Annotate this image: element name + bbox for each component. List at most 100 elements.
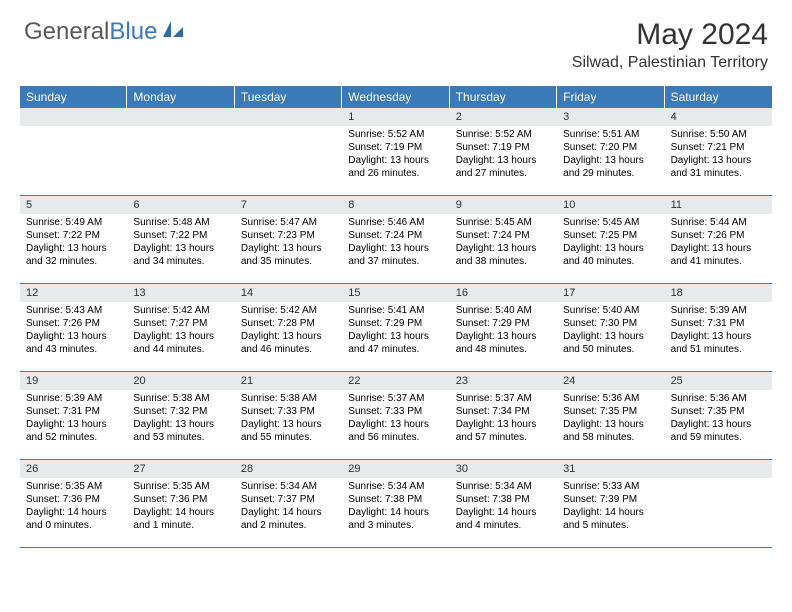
sunset-line: Sunset: 7:38 PM (348, 493, 445, 506)
calendar-cell: 8Sunrise: 5:46 AMSunset: 7:24 PMDaylight… (342, 196, 449, 284)
calendar-cell: 18Sunrise: 5:39 AMSunset: 7:31 PMDayligh… (665, 284, 772, 372)
day-number: 9 (450, 196, 557, 214)
day-content: Sunrise: 5:39 AMSunset: 7:31 PMDaylight:… (665, 302, 772, 360)
day-content: Sunrise: 5:52 AMSunset: 7:19 PMDaylight:… (450, 126, 557, 184)
logo-sail-icon (161, 18, 185, 46)
sunset-line: Sunset: 7:25 PM (563, 229, 660, 242)
day-number: 16 (450, 284, 557, 302)
day-content: Sunrise: 5:48 AMSunset: 7:22 PMDaylight:… (127, 214, 234, 272)
day-number: 20 (127, 372, 234, 390)
calendar-cell: 14Sunrise: 5:42 AMSunset: 7:28 PMDayligh… (235, 284, 342, 372)
sunset-line: Sunset: 7:36 PM (133, 493, 230, 506)
sunset-line: Sunset: 7:26 PM (671, 229, 768, 242)
sunset-line: Sunset: 7:31 PM (671, 317, 768, 330)
calendar-cell: 23Sunrise: 5:37 AMSunset: 7:34 PMDayligh… (450, 372, 557, 460)
day-content: Sunrise: 5:50 AMSunset: 7:21 PMDaylight:… (665, 126, 772, 184)
calendar-cell: 4Sunrise: 5:50 AMSunset: 7:21 PMDaylight… (665, 108, 772, 196)
calendar-cell: 9Sunrise: 5:45 AMSunset: 7:24 PMDaylight… (450, 196, 557, 284)
day-content: Sunrise: 5:49 AMSunset: 7:22 PMDaylight:… (20, 214, 127, 272)
sunrise-line: Sunrise: 5:40 AM (563, 304, 660, 317)
calendar-body: 1Sunrise: 5:52 AMSunset: 7:19 PMDaylight… (20, 108, 772, 548)
sunset-line: Sunset: 7:31 PM (26, 405, 123, 418)
day-content (235, 126, 342, 132)
calendar-cell: 11Sunrise: 5:44 AMSunset: 7:26 PMDayligh… (665, 196, 772, 284)
day-content: Sunrise: 5:52 AMSunset: 7:19 PMDaylight:… (342, 126, 449, 184)
daylight-line: Daylight: 13 hours and 37 minutes. (348, 242, 445, 268)
day-number: 24 (557, 372, 664, 390)
daylight-line: Daylight: 13 hours and 41 minutes. (671, 242, 768, 268)
sunset-line: Sunset: 7:35 PM (563, 405, 660, 418)
day-number: 8 (342, 196, 449, 214)
calendar-cell: 21Sunrise: 5:38 AMSunset: 7:33 PMDayligh… (235, 372, 342, 460)
day-number: 26 (20, 460, 127, 478)
sunrise-line: Sunrise: 5:40 AM (456, 304, 553, 317)
day-number: 13 (127, 284, 234, 302)
day-number: 28 (235, 460, 342, 478)
weekday-header: Thursday (450, 86, 557, 108)
sunset-line: Sunset: 7:35 PM (671, 405, 768, 418)
day-number: 15 (342, 284, 449, 302)
day-content: Sunrise: 5:41 AMSunset: 7:29 PMDaylight:… (342, 302, 449, 360)
daylight-line: Daylight: 13 hours and 50 minutes. (563, 330, 660, 356)
sunset-line: Sunset: 7:19 PM (348, 141, 445, 154)
day-content: Sunrise: 5:38 AMSunset: 7:33 PMDaylight:… (235, 390, 342, 448)
logo: GeneralBlue (24, 18, 185, 46)
sunset-line: Sunset: 7:22 PM (133, 229, 230, 242)
calendar-cell: 7Sunrise: 5:47 AMSunset: 7:23 PMDaylight… (235, 196, 342, 284)
sunrise-line: Sunrise: 5:41 AM (348, 304, 445, 317)
daylight-line: Daylight: 13 hours and 53 minutes. (133, 418, 230, 444)
sunset-line: Sunset: 7:33 PM (241, 405, 338, 418)
day-content (127, 126, 234, 132)
day-number: 10 (557, 196, 664, 214)
day-number (127, 108, 234, 126)
daylight-line: Daylight: 13 hours and 32 minutes. (26, 242, 123, 268)
daylight-line: Daylight: 13 hours and 26 minutes. (348, 154, 445, 180)
daylight-line: Daylight: 13 hours and 38 minutes. (456, 242, 553, 268)
weekday-header: Friday (557, 86, 664, 108)
sunrise-line: Sunrise: 5:45 AM (456, 216, 553, 229)
sunrise-line: Sunrise: 5:37 AM (348, 392, 445, 405)
sunrise-line: Sunrise: 5:38 AM (241, 392, 338, 405)
sunset-line: Sunset: 7:32 PM (133, 405, 230, 418)
weekday-header: Monday (127, 86, 234, 108)
calendar-cell: 17Sunrise: 5:40 AMSunset: 7:30 PMDayligh… (557, 284, 664, 372)
sunset-line: Sunset: 7:26 PM (26, 317, 123, 330)
daylight-line: Daylight: 13 hours and 52 minutes. (26, 418, 123, 444)
sunrise-line: Sunrise: 5:33 AM (563, 480, 660, 493)
sunrise-line: Sunrise: 5:34 AM (456, 480, 553, 493)
day-content: Sunrise: 5:35 AMSunset: 7:36 PMDaylight:… (127, 478, 234, 536)
calendar-cell: 31Sunrise: 5:33 AMSunset: 7:39 PMDayligh… (557, 460, 664, 548)
daylight-line: Daylight: 14 hours and 2 minutes. (241, 506, 338, 532)
calendar-cell: 24Sunrise: 5:36 AMSunset: 7:35 PMDayligh… (557, 372, 664, 460)
daylight-line: Daylight: 14 hours and 4 minutes. (456, 506, 553, 532)
day-content: Sunrise: 5:45 AMSunset: 7:24 PMDaylight:… (450, 214, 557, 272)
day-content: Sunrise: 5:40 AMSunset: 7:29 PMDaylight:… (450, 302, 557, 360)
calendar-cell: 25Sunrise: 5:36 AMSunset: 7:35 PMDayligh… (665, 372, 772, 460)
day-content: Sunrise: 5:51 AMSunset: 7:20 PMDaylight:… (557, 126, 664, 184)
sunrise-line: Sunrise: 5:45 AM (563, 216, 660, 229)
weekday-header: Wednesday (342, 86, 449, 108)
daylight-line: Daylight: 13 hours and 51 minutes. (671, 330, 768, 356)
header: GeneralBlue May 2024 Silwad, Palestinian… (0, 0, 792, 78)
day-content: Sunrise: 5:33 AMSunset: 7:39 PMDaylight:… (557, 478, 664, 536)
logo-text-blue: Blue (109, 18, 157, 46)
sunset-line: Sunset: 7:37 PM (241, 493, 338, 506)
day-content: Sunrise: 5:34 AMSunset: 7:37 PMDaylight:… (235, 478, 342, 536)
calendar-cell (235, 108, 342, 196)
day-number: 14 (235, 284, 342, 302)
sunset-line: Sunset: 7:36 PM (26, 493, 123, 506)
calendar: SundayMondayTuesdayWednesdayThursdayFrid… (20, 86, 772, 548)
sunset-line: Sunset: 7:29 PM (348, 317, 445, 330)
calendar-cell (665, 460, 772, 548)
daylight-line: Daylight: 13 hours and 56 minutes. (348, 418, 445, 444)
weekday-header: Tuesday (235, 86, 342, 108)
day-content: Sunrise: 5:36 AMSunset: 7:35 PMDaylight:… (557, 390, 664, 448)
daylight-line: Daylight: 13 hours and 48 minutes. (456, 330, 553, 356)
calendar-cell (127, 108, 234, 196)
calendar-cell: 2Sunrise: 5:52 AMSunset: 7:19 PMDaylight… (450, 108, 557, 196)
daylight-line: Daylight: 13 hours and 31 minutes. (671, 154, 768, 180)
sunset-line: Sunset: 7:20 PM (563, 141, 660, 154)
location: Silwad, Palestinian Territory (572, 54, 768, 72)
sunrise-line: Sunrise: 5:47 AM (241, 216, 338, 229)
calendar-cell: 5Sunrise: 5:49 AMSunset: 7:22 PMDaylight… (20, 196, 127, 284)
